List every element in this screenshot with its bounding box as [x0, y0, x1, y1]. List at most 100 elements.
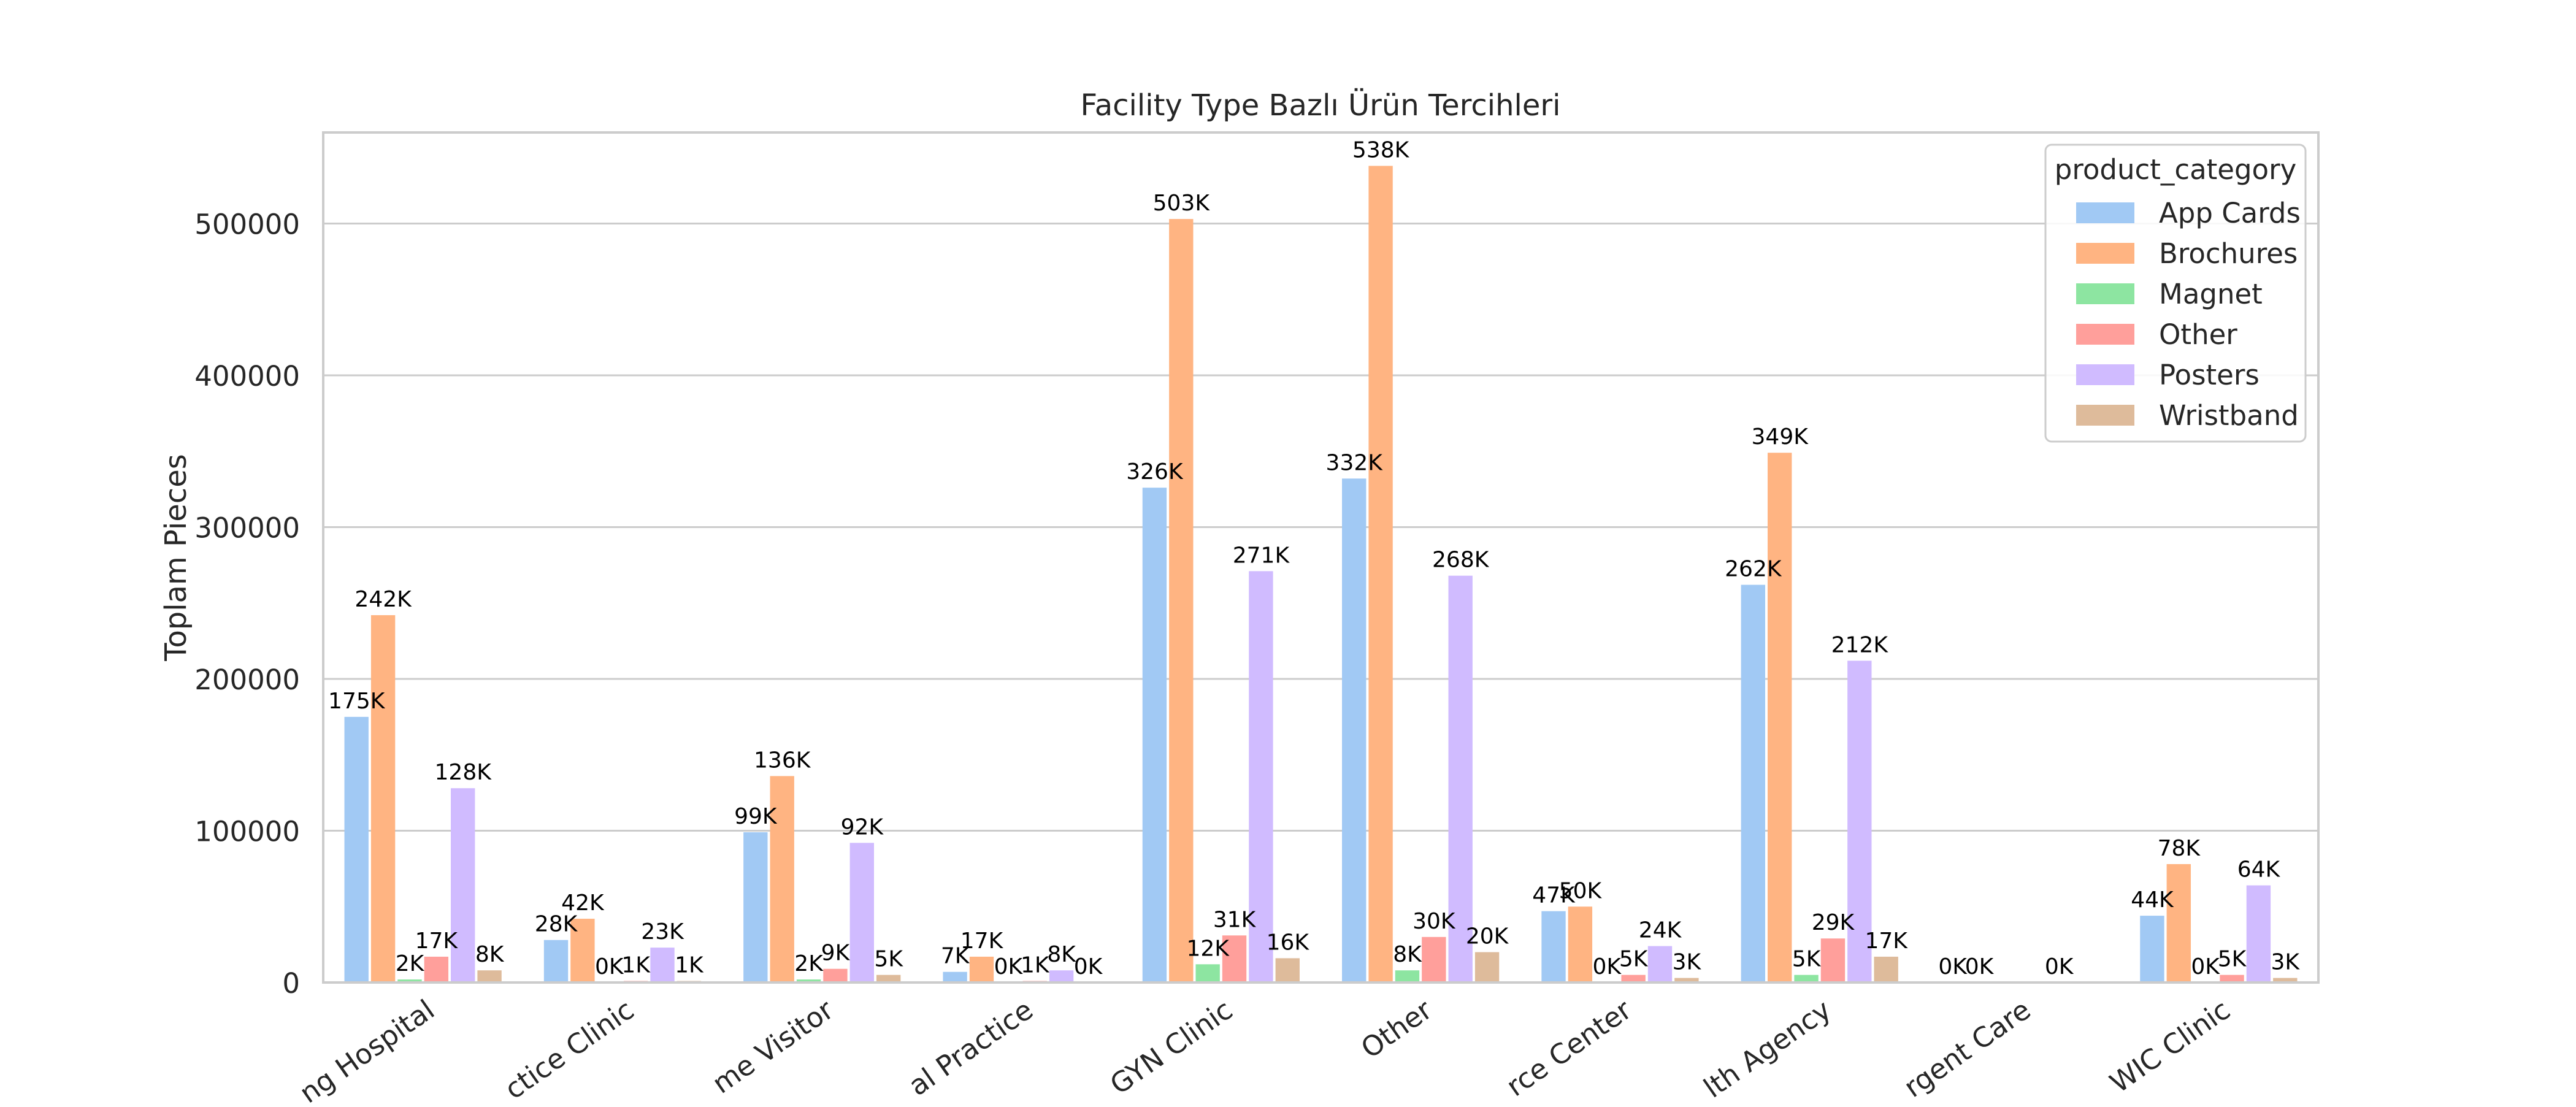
bar-value-label: 30K	[1413, 909, 1456, 934]
legend-title: product_category	[2055, 153, 2296, 186]
y-tick-label: 0	[282, 967, 300, 1000]
bar-value-label: 8K	[475, 942, 505, 967]
bar-value-label: 64K	[2237, 857, 2281, 883]
bar-value-label: 332K	[1326, 450, 1384, 475]
bar	[1275, 958, 1300, 983]
y-tick-label: 200000	[194, 664, 300, 696]
bar	[1249, 571, 1273, 983]
bar	[1142, 488, 1167, 983]
bar-value-label: 9K	[821, 941, 851, 966]
bar	[876, 975, 901, 983]
bar-value-label: 8K	[1047, 942, 1076, 967]
bar	[2140, 916, 2164, 983]
bar-value-label: 20K	[1466, 924, 1509, 949]
bar	[1820, 938, 1846, 983]
y-tick-label: 100000	[194, 816, 300, 848]
bar	[1741, 584, 1766, 983]
bar-value-label: 1K	[621, 953, 651, 978]
bar-value-label: 0K	[595, 954, 624, 979]
bar	[1422, 937, 1446, 983]
bar	[370, 615, 396, 983]
bar-value-label: 17K	[1865, 929, 1908, 954]
bar-value-label: 349K	[1752, 424, 1809, 450]
bar	[543, 940, 569, 983]
plot-area-frame	[322, 131, 2320, 984]
bar-value-label: 16K	[1267, 930, 1310, 955]
bar	[2273, 978, 2298, 983]
bar	[650, 948, 675, 983]
chart-title: Facility Type Bazlı Ürün Tercihleri	[1081, 88, 1561, 123]
bar-value-label: 2K	[396, 951, 425, 976]
bar	[1768, 453, 1792, 983]
legend-entry-label: Other	[2159, 318, 2237, 351]
legend-entry-label: Posters	[2159, 359, 2260, 391]
bar	[2166, 864, 2191, 983]
bar-value-label: 5K	[1619, 947, 1649, 972]
legend-swatch	[2076, 243, 2134, 264]
bar-value-label: 31K	[1213, 907, 1257, 932]
bar	[2246, 885, 2271, 983]
bar	[570, 919, 595, 983]
bar-value-label: 0K	[1074, 954, 1103, 979]
bar-value-label: 44K	[2131, 887, 2174, 913]
bar-value-label: 538K	[1352, 137, 1410, 163]
bar-value-label: 3K	[2271, 950, 2301, 975]
bar-value-label: 128K	[435, 760, 493, 785]
bar	[1568, 906, 1593, 983]
bar	[1049, 970, 1074, 983]
bar	[1847, 661, 1872, 983]
bar	[424, 956, 449, 983]
bar	[1794, 975, 1819, 983]
bar-value-label: 12K	[1186, 936, 1230, 961]
legend-entry-label: Brochures	[2159, 237, 2298, 270]
bar	[1195, 964, 1220, 983]
bar-value-label: 175K	[328, 689, 386, 714]
legend-swatch	[2076, 202, 2134, 223]
bar-value-label: 0K	[1593, 954, 1622, 979]
bar	[1474, 952, 1500, 983]
bar	[770, 776, 794, 983]
bar-value-label: 47K	[1532, 883, 1576, 908]
legend-swatch	[2076, 324, 2134, 345]
bar	[477, 970, 502, 983]
bar-value-label: 503K	[1153, 191, 1211, 216]
legend-entry-label: App Cards	[2159, 197, 2301, 229]
bar-value-label: 0K	[1965, 954, 1995, 979]
bar-value-label: 17K	[415, 929, 459, 954]
bar-value-label: 1K	[675, 953, 704, 978]
bar	[397, 979, 422, 983]
bar	[1647, 946, 1673, 983]
bar	[969, 956, 994, 983]
y-tick-label: 500000	[194, 209, 300, 241]
bar-value-label: 5K	[874, 947, 903, 972]
bar-value-label: 3K	[1673, 950, 1702, 975]
legend-items: App Cards Brochures Magnet Other Posters Wris…	[2076, 197, 2301, 432]
legend-swatch	[2076, 405, 2134, 426]
y-axis-ticks: 0 100000 200000 300000 400000 500000	[194, 209, 300, 1000]
bar	[1368, 166, 1393, 983]
bar	[1395, 970, 1420, 983]
bar-value-label: 0K	[2045, 954, 2074, 979]
bar-value-label: 8K	[1393, 942, 1422, 967]
bar	[1342, 478, 1367, 983]
bar-value-label: 24K	[1639, 918, 1682, 943]
legend: product_category App Cards Brochures Magne…	[2044, 144, 2307, 443]
bar-value-label: 42K	[561, 891, 605, 916]
bar	[796, 979, 821, 983]
bar-value-labels: 175K 28K 99K 7K 326K 332K 47K 262K 0K 44K 242K 42K 1…	[328, 137, 2300, 979]
bar-value-label: 212K	[1831, 632, 1889, 657]
bar	[743, 832, 768, 983]
bar-value-label: 1K	[1021, 953, 1050, 978]
bar-value-label: 28K	[535, 912, 578, 937]
bar-value-label: 262K	[1725, 557, 1782, 582]
bar	[1674, 978, 1699, 983]
bar-value-label: 23K	[641, 919, 684, 944]
bar	[1222, 935, 1247, 983]
bar	[1448, 575, 1473, 983]
bar	[1169, 219, 1194, 983]
bar-value-label: 0K	[994, 954, 1024, 979]
bar-value-label: 7K	[941, 944, 970, 969]
bar	[344, 716, 369, 983]
bar-value-label: 17K	[960, 929, 1004, 954]
